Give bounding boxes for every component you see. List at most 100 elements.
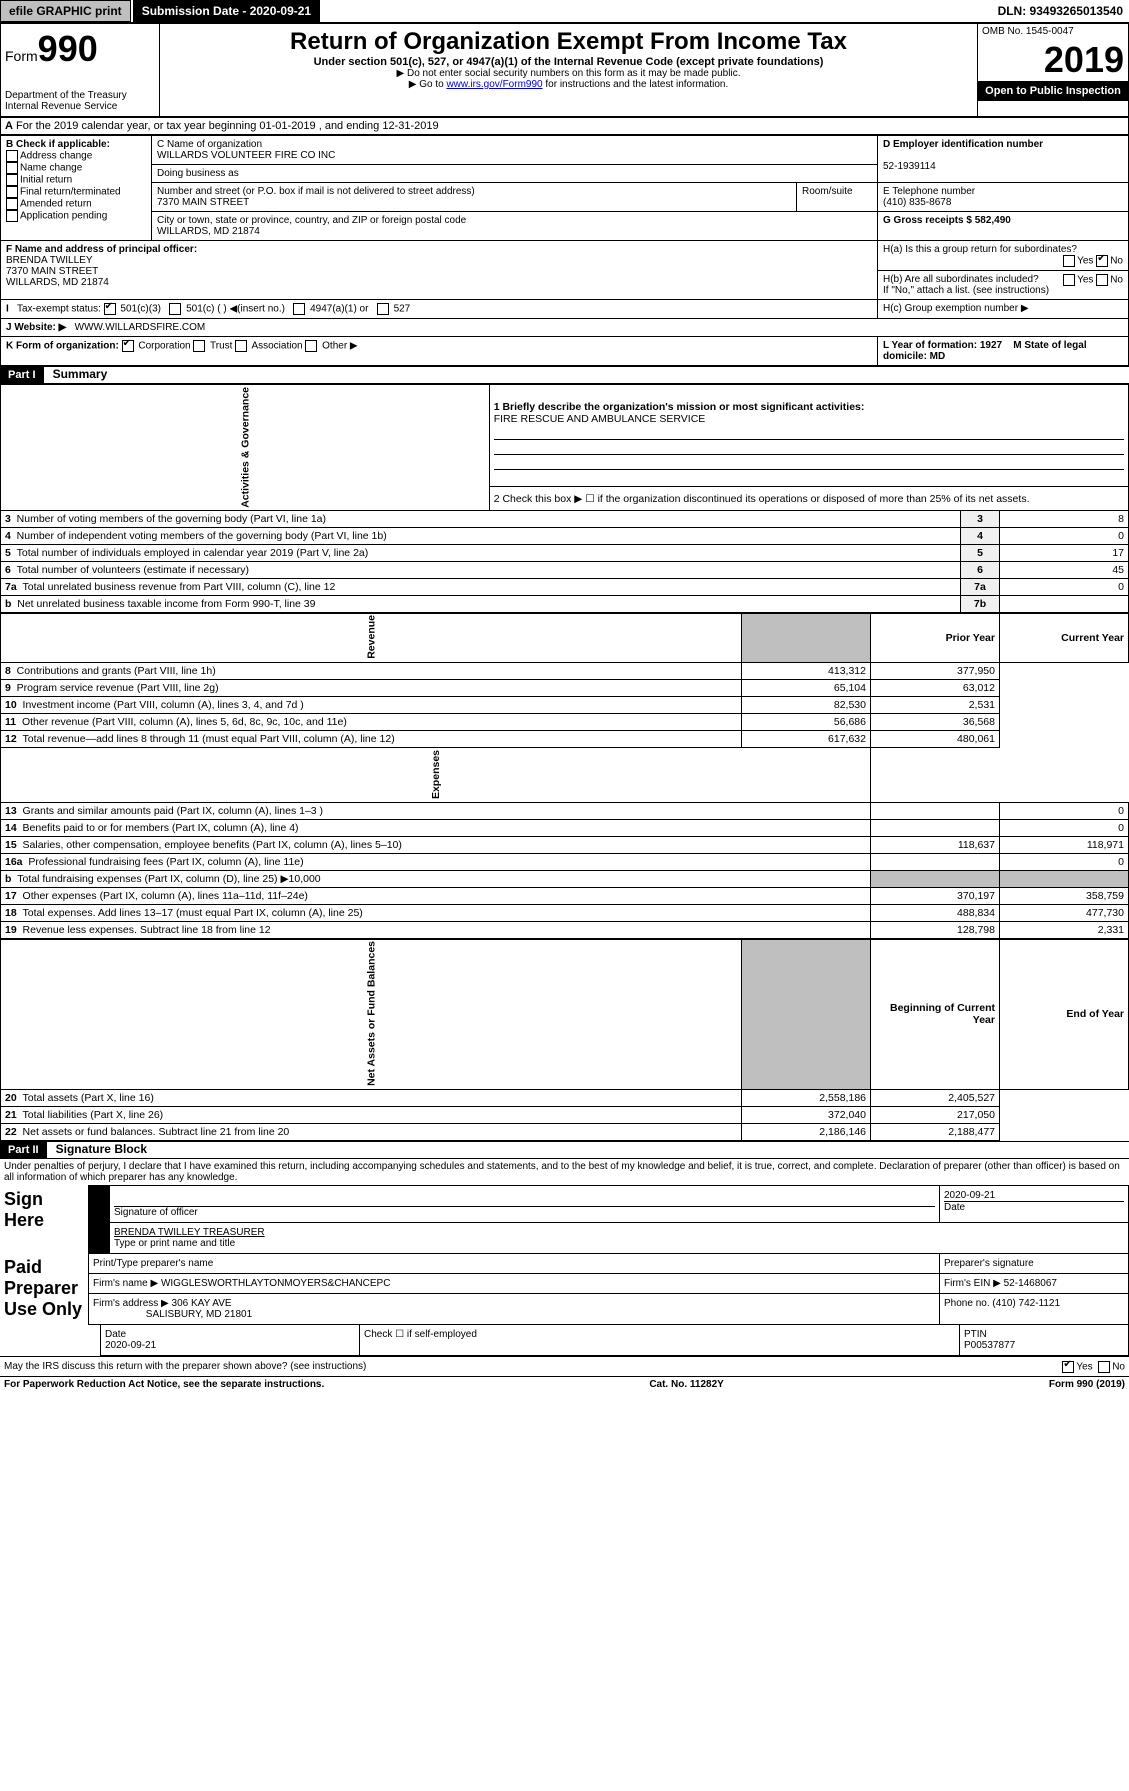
city-label: City or town, state or province, country…	[157, 215, 466, 226]
part1-badge: Part I	[0, 367, 44, 383]
form-number: Form990	[5, 28, 155, 70]
table-row: 5 Total number of individuals employed i…	[1, 544, 1129, 561]
table-row: b Net unrelated business taxable income …	[1, 595, 1129, 612]
part1-table: Activities & Governance 1 Briefly descri…	[0, 384, 1129, 613]
form-note-ssn: Do not enter social security numbers on …	[164, 68, 973, 79]
table-row: 12 Total revenue—add lines 8 through 11 …	[1, 730, 1129, 747]
sig-date-value: 2020-09-21	[944, 1190, 995, 1201]
firm-addr1-value: 306 KAY AVE	[172, 1298, 232, 1309]
officer-name: BRENDA TWILLEY	[6, 255, 93, 266]
street-address: 7370 MAIN STREET	[157, 197, 249, 208]
table-row: 14 Benefits paid to or for members (Part…	[1, 819, 1129, 836]
signature-table: Sign Here Signature of officer 2020-09-2…	[0, 1185, 1129, 1325]
table-row: 21 Total liabilities (Part X, line 26)37…	[1, 1106, 1129, 1123]
firm-ein-label: Firm's EIN ▶	[944, 1278, 1001, 1289]
net-assets-table: Net Assets or Fund Balances Beginning of…	[0, 939, 1129, 1141]
dba-label: Doing business as	[157, 168, 239, 179]
form-note-link: Go to www.irs.gov/Form990 for instructio…	[164, 79, 973, 90]
table-row: 22 Net assets or fund balances. Subtract…	[1, 1123, 1129, 1140]
table-row: 6 Total number of volunteers (estimate i…	[1, 561, 1129, 578]
vert-expenses: Expenses	[1, 748, 871, 802]
discuss-yes-checkbox[interactable]	[1062, 1361, 1074, 1373]
table-row: b Total fundraising expenses (Part IX, c…	[1, 870, 1129, 887]
form-title: Return of Organization Exempt From Incom…	[164, 28, 973, 56]
firm-addr-label: Firm's address ▶	[93, 1298, 169, 1309]
page-footer: For Paperwork Reduction Act Notice, see …	[0, 1376, 1129, 1392]
end-year-header: End of Year	[1000, 939, 1129, 1089]
prior-year-header: Prior Year	[871, 613, 1000, 662]
table-row: 11 Other revenue (Part VIII, column (A),…	[1, 713, 1129, 730]
tax-exempt-row: I Tax-exempt status: 501(c)(3) 501(c) ( …	[1, 300, 878, 319]
table-row: 13 Grants and similar amounts paid (Part…	[1, 802, 1129, 819]
section-g-gross-receipts: G Gross receipts $ 582,490	[883, 215, 1011, 226]
table-row: 8 Contributions and grants (Part VIII, l…	[1, 662, 1129, 679]
firm-phone-value: (410) 742-1121	[992, 1298, 1060, 1309]
prep-date-cell: Date2020-09-21	[101, 1324, 360, 1355]
self-employed-cell: Check ☐ if self-employed	[360, 1324, 960, 1355]
line1-value: FIRE RESCUE AND AMBULANCE SERVICE	[494, 413, 706, 425]
vert-revenue: Revenue	[1, 613, 742, 662]
table-row: 9 Program service revenue (Part VIII, li…	[1, 679, 1129, 696]
section-e-label: E Telephone number	[883, 186, 975, 197]
irs-link[interactable]: www.irs.gov/Form990	[446, 79, 542, 90]
efile-button[interactable]: efile GRAPHIC print	[0, 0, 131, 22]
firm-phone-label: Phone no.	[944, 1298, 990, 1309]
form-header-table: Form990 Department of the Treasury Inter…	[0, 23, 1129, 117]
firm-name-label: Firm's name ▶	[93, 1278, 158, 1289]
section-lm: L Year of formation: 1927 M State of leg…	[878, 337, 1129, 366]
table-row: 20 Total assets (Part X, line 16)2,558,1…	[1, 1089, 1129, 1106]
sign-here-label: Sign Here	[4, 1189, 44, 1230]
table-row: 19 Revenue less expenses. Subtract line …	[1, 921, 1129, 938]
footer-mid: Cat. No. 11282Y	[649, 1379, 723, 1390]
revenue-table: Revenue Prior Year Current Year 8 Contri…	[0, 613, 1129, 748]
part1-title: Summary	[47, 367, 108, 381]
section-f-label: F Name and address of principal officer:	[6, 244, 197, 255]
submission-date-label: Submission Date - 2020-09-21	[133, 0, 320, 22]
sig-officer-label: Signature of officer	[114, 1207, 198, 1218]
part2-title: Signature Block	[50, 1142, 147, 1156]
paid-preparer-label: Paid Preparer Use Only	[4, 1257, 82, 1319]
line1-label: 1 Briefly describe the organization's mi…	[494, 401, 865, 413]
dept-label: Department of the Treasury	[5, 90, 155, 101]
firm-ein-value: 52-1468067	[1004, 1278, 1057, 1289]
addr-label: Number and street (or P.O. box if mail i…	[157, 186, 475, 197]
footer-right: Form 990 (2019)	[1049, 1379, 1125, 1390]
officer-name-title: BRENDA TWILLEY TREASURER	[114, 1227, 265, 1238]
table-row: 4 Number of independent voting members o…	[1, 527, 1129, 544]
begin-year-header: Beginning of Current Year	[871, 939, 1000, 1089]
preparer-detail-table: Date2020-09-21 Check ☐ if self-employed …	[0, 1324, 1129, 1356]
section-hc: H(c) Group exemption number ▶	[878, 300, 1129, 319]
form-subtitle: Under section 501(c), 527, or 4947(a)(1)…	[164, 56, 973, 68]
type-name-label: Type or print name and title	[114, 1238, 235, 1249]
part2-badge: Part II	[0, 1142, 47, 1158]
sig-date-label: Date	[944, 1202, 965, 1213]
section-a-tax-year: A For the 2019 calendar year, or tax yea…	[0, 117, 1129, 135]
prep-name-label: Print/Type preparer's name	[93, 1258, 213, 1269]
discuss-no-checkbox[interactable]	[1098, 1361, 1110, 1373]
vert-governance: Activities & Governance	[1, 385, 490, 511]
open-inspection-label: Open to Public Inspection	[978, 81, 1128, 101]
prep-sig-label: Preparer's signature	[944, 1258, 1034, 1269]
table-row: 16a Professional fundraising fees (Part …	[1, 853, 1129, 870]
city-value: WILLARDS, MD 21874	[157, 226, 260, 237]
part2-header-row: Part II Signature Block	[0, 1141, 1129, 1159]
phone-value: (410) 835-8678	[883, 197, 951, 208]
firm-addr2-value: SALISBURY, MD 21801	[146, 1309, 252, 1320]
ptin-cell: PTINP00537877	[960, 1324, 1129, 1355]
line2-checkbox-row: 2 Check this box ▶ ☐ if the organization…	[489, 487, 1128, 511]
org-name: WILLARDS VOLUNTEER FIRE CO INC	[157, 150, 335, 161]
irs-label: Internal Revenue Service	[5, 101, 155, 112]
section-c-label: C Name of organization	[157, 139, 262, 150]
omb-label: OMB No. 1545-0047	[978, 24, 1128, 39]
perjury-declaration: Under penalties of perjury, I declare th…	[0, 1159, 1129, 1185]
officer-addr1: 7370 MAIN STREET	[6, 266, 98, 277]
table-row: 15 Salaries, other compensation, employe…	[1, 836, 1129, 853]
vert-net-assets: Net Assets or Fund Balances	[1, 939, 742, 1089]
table-row: 18 Total expenses. Add lines 13–17 (must…	[1, 904, 1129, 921]
table-row: 7a Total unrelated business revenue from…	[1, 578, 1129, 595]
ein-value: 52-1939114	[883, 161, 936, 172]
section-b-checkboxes: B Check if applicable: Address change Na…	[1, 136, 152, 241]
part1-header-row: Part I Summary	[0, 366, 1129, 384]
dln-label: DLN: 93493265013540	[998, 4, 1129, 18]
top-bar: efile GRAPHIC print Submission Date - 20…	[0, 0, 1129, 23]
